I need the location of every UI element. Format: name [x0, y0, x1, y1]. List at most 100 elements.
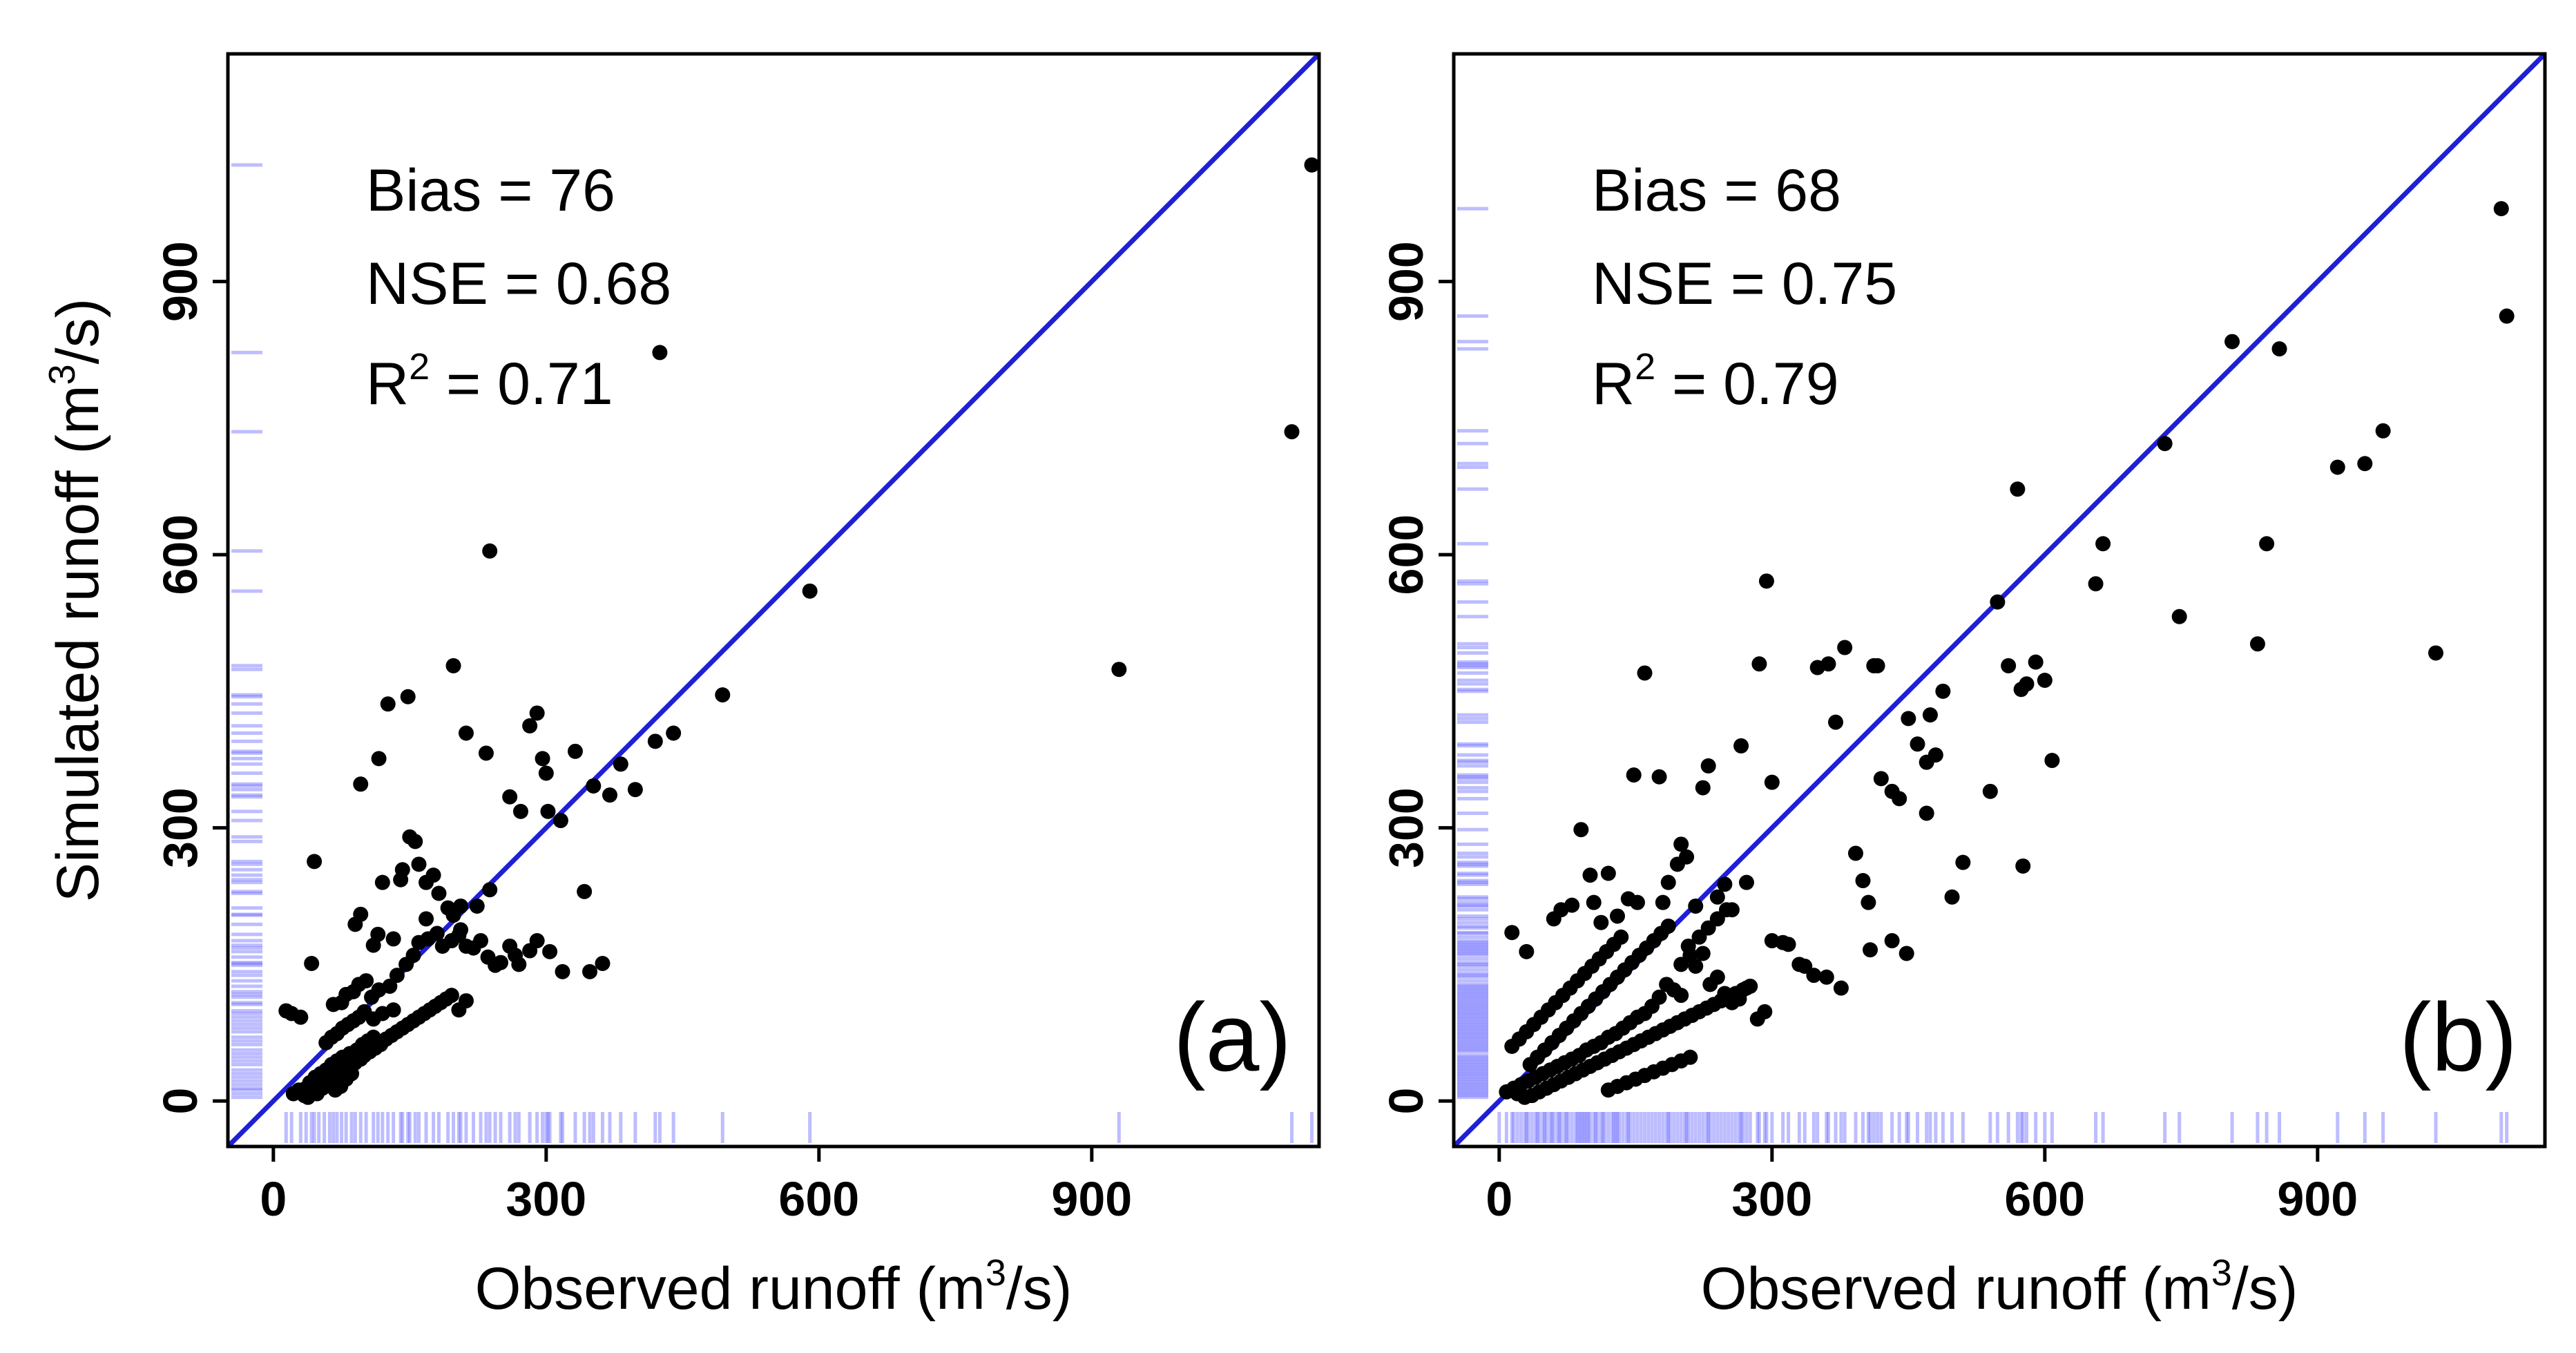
data-point — [1919, 805, 1934, 821]
y-axis-title: Simulated runoff (m3/s) — [41, 298, 111, 902]
scatter-points — [1499, 201, 2515, 1105]
data-point — [389, 968, 405, 983]
data-point — [1655, 894, 1671, 910]
data-point — [1733, 738, 1749, 754]
data-point — [385, 1002, 401, 1018]
data-point — [2428, 645, 2443, 661]
data-point — [380, 696, 396, 712]
data-point — [2010, 481, 2026, 497]
data-point — [374, 874, 390, 890]
data-point — [1806, 968, 1822, 983]
data-point — [2493, 201, 2509, 217]
data-point — [1709, 889, 1725, 905]
data-point — [1504, 925, 1520, 941]
data-point — [353, 776, 369, 792]
data-point — [1700, 758, 1716, 774]
rug-marks — [231, 163, 1314, 1143]
data-point — [529, 933, 545, 949]
y-tick-label: 300 — [1379, 787, 1433, 868]
data-point — [1935, 683, 1951, 699]
data-point — [567, 743, 583, 759]
data-point — [1600, 865, 1616, 881]
data-point — [443, 933, 459, 949]
data-point — [529, 705, 545, 721]
data-point — [1593, 914, 1609, 930]
data-point — [542, 943, 558, 959]
data-point — [1626, 767, 1642, 783]
plot-frame — [1452, 52, 2547, 1149]
data-point — [385, 931, 401, 947]
data-point — [400, 689, 416, 704]
data-point — [1284, 424, 1300, 440]
data-point — [1758, 573, 1774, 589]
data-point — [586, 778, 602, 794]
data-point — [1582, 867, 1598, 883]
data-point — [1651, 769, 1667, 785]
scatter-points — [278, 157, 1319, 1105]
data-point — [1637, 665, 1653, 681]
data-point — [1928, 747, 1943, 763]
y-tick-label: 0 — [1379, 1088, 1433, 1115]
data-point — [1847, 845, 1863, 861]
bias-annotation: Bias = 76 — [366, 157, 615, 224]
x-tick-label: 0 — [1486, 1172, 1512, 1226]
data-point — [1673, 836, 1689, 852]
data-point — [1304, 157, 1319, 173]
data-point — [2044, 753, 2060, 769]
data-point — [371, 751, 387, 767]
y-tick-label: 600 — [1379, 515, 1433, 595]
data-point — [2088, 576, 2104, 592]
data-point — [443, 988, 459, 1004]
data-point — [538, 765, 554, 781]
data-point — [469, 898, 485, 914]
data-point — [2259, 536, 2275, 552]
data-point — [2001, 658, 2017, 673]
x-tick-label: 0 — [260, 1172, 287, 1226]
data-point — [431, 885, 447, 901]
panel-b: 0 300 600 900 0 300 600 900 Observed runoff (m3/… — [1379, 52, 2547, 1322]
data-point — [353, 906, 369, 922]
data-point — [1629, 894, 1645, 910]
rug-marks — [1457, 207, 2509, 1143]
y-tick-label: 300 — [153, 787, 207, 868]
data-point — [577, 883, 593, 899]
data-point — [2357, 456, 2373, 472]
data-point — [1719, 902, 1734, 918]
data-point — [1791, 957, 1807, 972]
data-point — [473, 933, 489, 949]
plot-area — [1454, 54, 2545, 1146]
data-point — [2271, 341, 2287, 357]
x-tick-label: 300 — [1731, 1172, 1812, 1226]
data-point — [1660, 918, 1676, 934]
panel-label: (a) — [1173, 983, 1291, 1091]
data-point — [1691, 929, 1707, 945]
data-point — [1820, 656, 1836, 672]
plot-frame — [226, 52, 1321, 1149]
data-point — [2171, 608, 2187, 624]
data-point — [358, 973, 374, 989]
data-point — [1717, 876, 1733, 892]
data-point — [1863, 942, 1878, 958]
data-point — [502, 789, 518, 805]
data-point — [1659, 977, 1675, 992]
x-tick-label: 300 — [506, 1172, 586, 1226]
data-point — [1837, 640, 1853, 655]
data-point — [478, 745, 494, 761]
panel-a: 0 300 600 900 0 300 600 900 Observed runoff (m3/… — [41, 52, 1321, 1322]
data-point — [1519, 943, 1535, 959]
data-point — [1944, 889, 1960, 905]
y-tick-label: 900 — [1379, 241, 1433, 322]
data-point — [1695, 946, 1711, 961]
data-point — [652, 345, 668, 361]
data-point — [2499, 308, 2515, 324]
data-point — [2329, 459, 2345, 475]
data-point — [1695, 780, 1711, 796]
data-point — [627, 782, 643, 798]
data-point — [1892, 791, 1907, 807]
data-point — [458, 993, 474, 1009]
data-point — [2037, 673, 2053, 689]
data-point — [1828, 714, 1843, 730]
data-point — [2015, 858, 2031, 874]
data-point — [1702, 977, 1718, 992]
